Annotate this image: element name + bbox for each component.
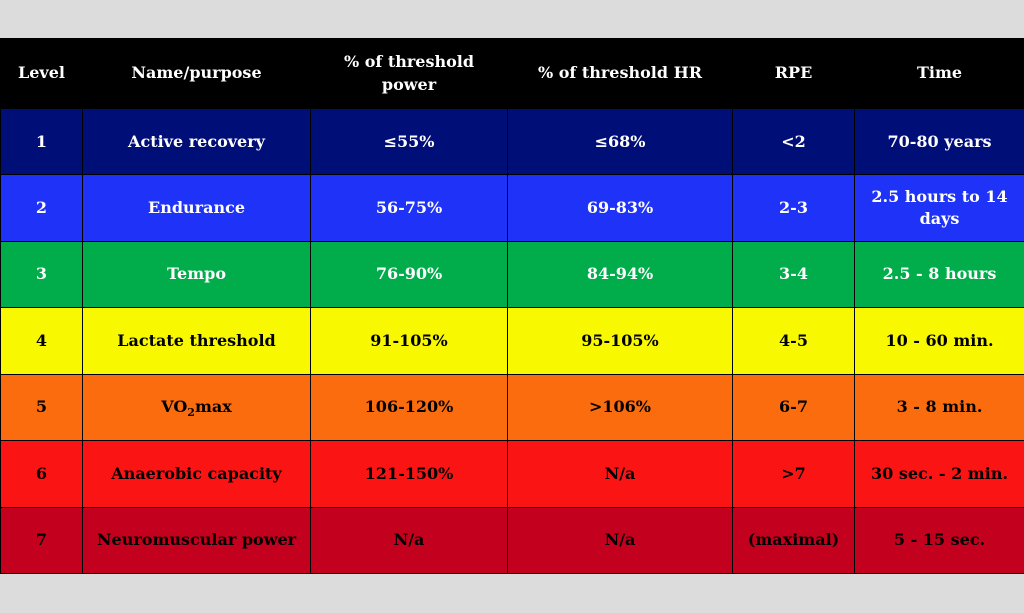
cell-name: Lactate threshold (82, 307, 311, 375)
vo2-prefix: VO (161, 397, 188, 417)
cell-level: 7 (0, 506, 83, 575)
cell-time: 30 sec. - 2 min. (854, 440, 1024, 508)
table-row: 6 Anaerobic capacity 121-150% N/a >7 30 … (0, 440, 1024, 508)
cell-rpe: (maximal) (732, 506, 855, 575)
cell-hr: 69-83% (507, 174, 733, 242)
cell-time: 2.5 - 8 hours (854, 240, 1024, 309)
cell-hr: N/a (507, 506, 733, 575)
table-row: 3 Tempo 76-90% 84-94% 3-4 2.5 - 8 hours (0, 240, 1024, 309)
cell-level: 6 (0, 440, 83, 508)
cell-hr: >106% (507, 373, 733, 442)
table-header: Level Name/purpose % of threshold power … (0, 38, 1024, 109)
cell-time: 10 - 60 min. (854, 307, 1024, 375)
header-time: Time (854, 38, 1024, 109)
cell-hr: ≤68% (507, 107, 733, 176)
cell-name: VO2max (82, 373, 311, 442)
cell-hr: 95-105% (507, 307, 733, 375)
cell-name: Endurance (82, 174, 311, 242)
cell-rpe: 4-5 (732, 307, 855, 375)
table-row: 2 Endurance 56-75% 69-83% 2-3 2.5 hours … (0, 174, 1024, 242)
cell-rpe: <2 (732, 107, 855, 176)
cell-level: 5 (0, 373, 83, 442)
cell-time: 2.5 hours to 14 days (854, 174, 1024, 242)
cell-level: 4 (0, 307, 83, 375)
cell-name: Anaerobic capacity (82, 440, 311, 508)
cell-power: 106-120% (310, 373, 508, 442)
header-hr: % of threshold HR (507, 38, 733, 109)
table-row: 1 Active recovery ≤55% ≤68% <2 70-80 yea… (0, 107, 1024, 176)
cell-power: 76-90% (310, 240, 508, 309)
cell-name: Tempo (82, 240, 311, 309)
header-row: Level Name/purpose % of threshold power … (0, 38, 1024, 109)
cell-level: 2 (0, 174, 83, 242)
vo2-subscript: 2 (187, 406, 195, 420)
cell-hr: N/a (507, 440, 733, 508)
header-name: Name/purpose (82, 38, 311, 109)
cell-time: 3 - 8 min. (854, 373, 1024, 442)
training-zones-table-container: Level Name/purpose % of threshold power … (0, 38, 1024, 575)
cell-time: 5 - 15 sec. (854, 506, 1024, 575)
table-body: 1 Active recovery ≤55% ≤68% <2 70-80 yea… (0, 107, 1024, 575)
training-zones-table: Level Name/purpose % of threshold power … (0, 38, 1024, 575)
vo2-suffix: max (194, 397, 232, 417)
header-power: % of threshold power (310, 38, 508, 109)
table-row: 5 VO2max 106-120% >106% 6-7 3 - 8 min. (0, 373, 1024, 442)
cell-power: 91-105% (310, 307, 508, 375)
cell-hr: 84-94% (507, 240, 733, 309)
cell-rpe: >7 (732, 440, 855, 508)
cell-name: Active recovery (82, 107, 311, 176)
cell-power: 121-150% (310, 440, 508, 508)
cell-rpe: 3-4 (732, 240, 855, 309)
cell-power: N/a (310, 506, 508, 575)
cell-rpe: 6-7 (732, 373, 855, 442)
cell-name: Neuromuscular power (82, 506, 311, 575)
header-level: Level (0, 38, 83, 109)
cell-rpe: 2-3 (732, 174, 855, 242)
table-row: 4 Lactate threshold 91-105% 95-105% 4-5 … (0, 307, 1024, 375)
cell-power: 56-75% (310, 174, 508, 242)
table-row: 7 Neuromuscular power N/a N/a (maximal) … (0, 506, 1024, 575)
cell-time: 70-80 years (854, 107, 1024, 176)
header-rpe: RPE (732, 38, 855, 109)
cell-level: 1 (0, 107, 83, 176)
cell-power: ≤55% (310, 107, 508, 176)
cell-level: 3 (0, 240, 83, 309)
